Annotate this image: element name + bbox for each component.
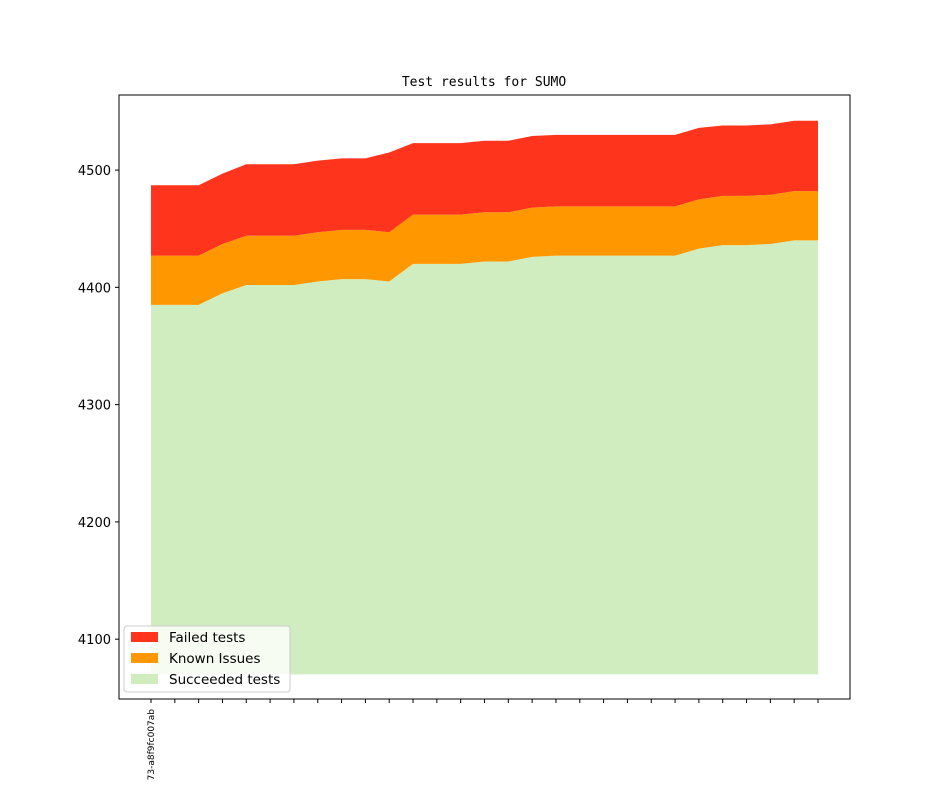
area-succeeded-tests <box>151 240 818 675</box>
legend-swatch-failed-tests <box>131 632 158 642</box>
legend-label-known-issues: Known Issues <box>169 651 261 667</box>
y-axis: 4100 4200 4300 4400 4500 <box>78 164 119 648</box>
y-tick-label: 4300 <box>78 399 111 414</box>
legend: Failed tests Known Issues Succeeded tests <box>123 625 291 693</box>
area-failed-tests <box>151 120 818 256</box>
y-tick-label: 4500 <box>78 164 111 179</box>
legend-label-succeeded-tests: Succeeded tests <box>169 672 280 688</box>
y-tick-label: 4200 <box>78 516 111 531</box>
legend-swatch-known-issues <box>131 653 158 663</box>
y-tick-label: 4100 <box>78 633 111 648</box>
x-axis: 73-a8f9fc007ab <box>147 699 819 781</box>
legend-label-failed-tests: Failed tests <box>169 630 245 646</box>
chart-title: Test results for SUMO <box>402 75 567 90</box>
legend-swatch-succeeded-tests <box>131 674 158 684</box>
y-tick-label: 4400 <box>78 281 111 296</box>
area-known-issues <box>151 191 818 305</box>
stacked-areas <box>151 120 818 675</box>
x-tick-label: 73-a8f9fc007ab <box>147 709 157 781</box>
legend-box <box>123 625 291 693</box>
